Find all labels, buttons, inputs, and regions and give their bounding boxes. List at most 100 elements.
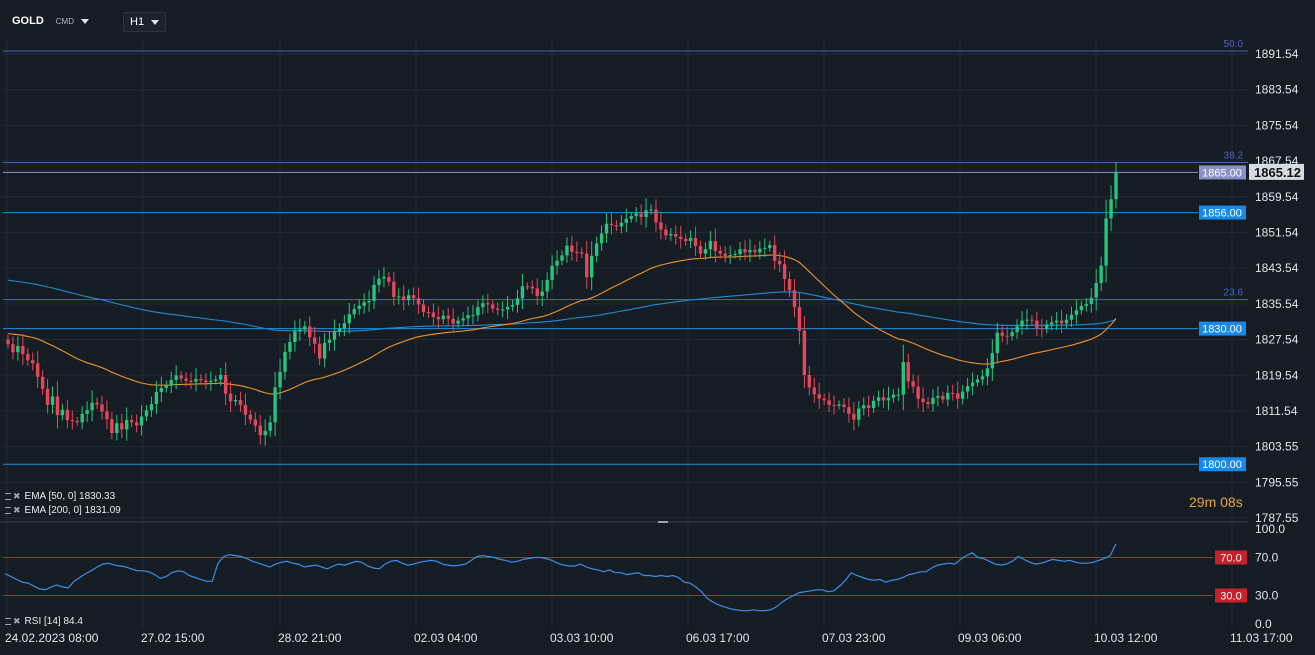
candle-body xyxy=(21,345,25,355)
candle-body xyxy=(738,249,742,255)
candle-body xyxy=(451,318,455,324)
settings-icon[interactable] xyxy=(5,618,11,625)
candle-body xyxy=(693,238,698,247)
candle-body xyxy=(1074,310,1079,315)
candle-body xyxy=(179,375,183,379)
candle-body xyxy=(822,398,826,401)
candle-body xyxy=(941,395,945,400)
fib-level-label: 38.2 xyxy=(1224,151,1244,162)
candle-body xyxy=(436,316,441,320)
candle-body xyxy=(1059,320,1064,324)
candle-body xyxy=(644,210,648,218)
candle-body xyxy=(797,307,802,331)
candle-body xyxy=(1109,199,1113,219)
candle-body xyxy=(624,218,629,223)
candle-body xyxy=(768,245,772,248)
candle-body xyxy=(540,291,544,297)
candle-body xyxy=(431,312,436,317)
candle-body xyxy=(80,413,84,423)
candle-body xyxy=(139,416,144,426)
candle-body xyxy=(505,306,510,310)
price-level-tag xyxy=(1199,457,1246,472)
timeframe-selector[interactable]: H1 xyxy=(123,12,167,32)
candle-body xyxy=(228,393,233,402)
candle-body xyxy=(110,419,114,433)
candle-body xyxy=(970,382,975,387)
candle-body xyxy=(743,249,747,253)
candle-body xyxy=(125,420,129,430)
candle-body xyxy=(332,331,337,340)
panel-resize-handle[interactable] xyxy=(658,521,668,523)
candle-body xyxy=(248,414,253,420)
candle-body xyxy=(204,380,208,383)
candle-body xyxy=(777,260,782,265)
time-axis[interactable]: 24.02.2023 08:00 27.02 15:00 28.02 21:00 02… xyxy=(5,631,1293,645)
candle-body xyxy=(1069,314,1074,320)
candle-body xyxy=(35,363,40,377)
candle-body xyxy=(817,394,821,399)
candle-body xyxy=(960,391,965,399)
candle-body xyxy=(1010,332,1014,337)
candle-body xyxy=(921,398,925,403)
candle-body xyxy=(416,298,421,305)
candle-body xyxy=(129,420,134,423)
candle-body xyxy=(1084,304,1089,306)
last-price-tag-label: 1865.00 xyxy=(1202,167,1242,179)
price-tick-label: 1875.54 xyxy=(1255,118,1299,132)
candle-body xyxy=(382,276,386,279)
close-icon[interactable]: ✖ xyxy=(13,616,21,626)
candle-body xyxy=(886,397,891,401)
ema200-legend[interactable]: ✖ EMA [200, 0] 1831.09 xyxy=(5,505,121,516)
candle-body xyxy=(6,339,10,345)
settings-icon[interactable] xyxy=(5,493,11,500)
price-tick-label: 1803.55 xyxy=(1255,440,1299,454)
candle-body xyxy=(233,399,238,402)
candle-body xyxy=(1005,335,1009,337)
ema200-line xyxy=(7,279,1117,332)
candle-body xyxy=(683,238,688,242)
candle-body xyxy=(965,386,970,392)
candle-body xyxy=(679,236,683,239)
candle-body xyxy=(664,229,668,236)
candle-body xyxy=(55,396,60,416)
candle-body xyxy=(461,318,465,321)
timeframe-label: H1 xyxy=(130,16,145,28)
candle-body xyxy=(580,252,584,254)
candle-body xyxy=(481,303,485,308)
candle-body xyxy=(411,295,416,299)
candle-body xyxy=(555,260,559,266)
candle-body xyxy=(70,420,75,422)
ema50-label: EMA [50, 0] 1830.33 xyxy=(24,491,116,502)
candle-body xyxy=(357,305,361,309)
candle-body xyxy=(243,404,248,415)
symbol-selector[interactable]: GOLD CMD xyxy=(12,12,89,30)
candle-body xyxy=(936,395,940,398)
candle-body xyxy=(530,286,535,289)
candle-body xyxy=(975,379,980,383)
candle-body xyxy=(293,331,297,342)
candle-body xyxy=(288,341,292,352)
time-tick-label: 10.03 12:00 xyxy=(1094,631,1158,645)
candle-body xyxy=(312,337,317,344)
candle-body xyxy=(238,399,243,405)
ema50-legend[interactable]: ✖ EMA [50, 0] 1830.33 xyxy=(5,491,115,502)
settings-icon[interactable] xyxy=(5,507,11,514)
candle-body xyxy=(525,286,530,288)
candle-body xyxy=(550,265,554,280)
candle-body xyxy=(486,303,490,305)
price-tick-label: 1891.54 xyxy=(1255,47,1299,61)
candle-body xyxy=(753,250,757,253)
price-axis[interactable]: 1891.54 1883.54 1875.54 1867.54 1859.54 1851.… xyxy=(1255,47,1299,631)
candle-body xyxy=(1079,305,1084,311)
price-tick-label: 1819.54 xyxy=(1255,368,1299,382)
close-icon[interactable]: ✖ xyxy=(13,505,21,515)
price-level-tag-label: 1856.00 xyxy=(1202,208,1242,220)
price-tick-label: 1851.54 xyxy=(1255,225,1299,239)
candle-body xyxy=(223,374,228,394)
candle-body xyxy=(40,376,45,389)
candle-body xyxy=(1049,322,1054,325)
close-icon[interactable]: ✖ xyxy=(13,491,21,501)
candle-body xyxy=(426,312,431,314)
rsi-legend[interactable]: ✖ RSI [14] 84.4 xyxy=(5,616,83,627)
